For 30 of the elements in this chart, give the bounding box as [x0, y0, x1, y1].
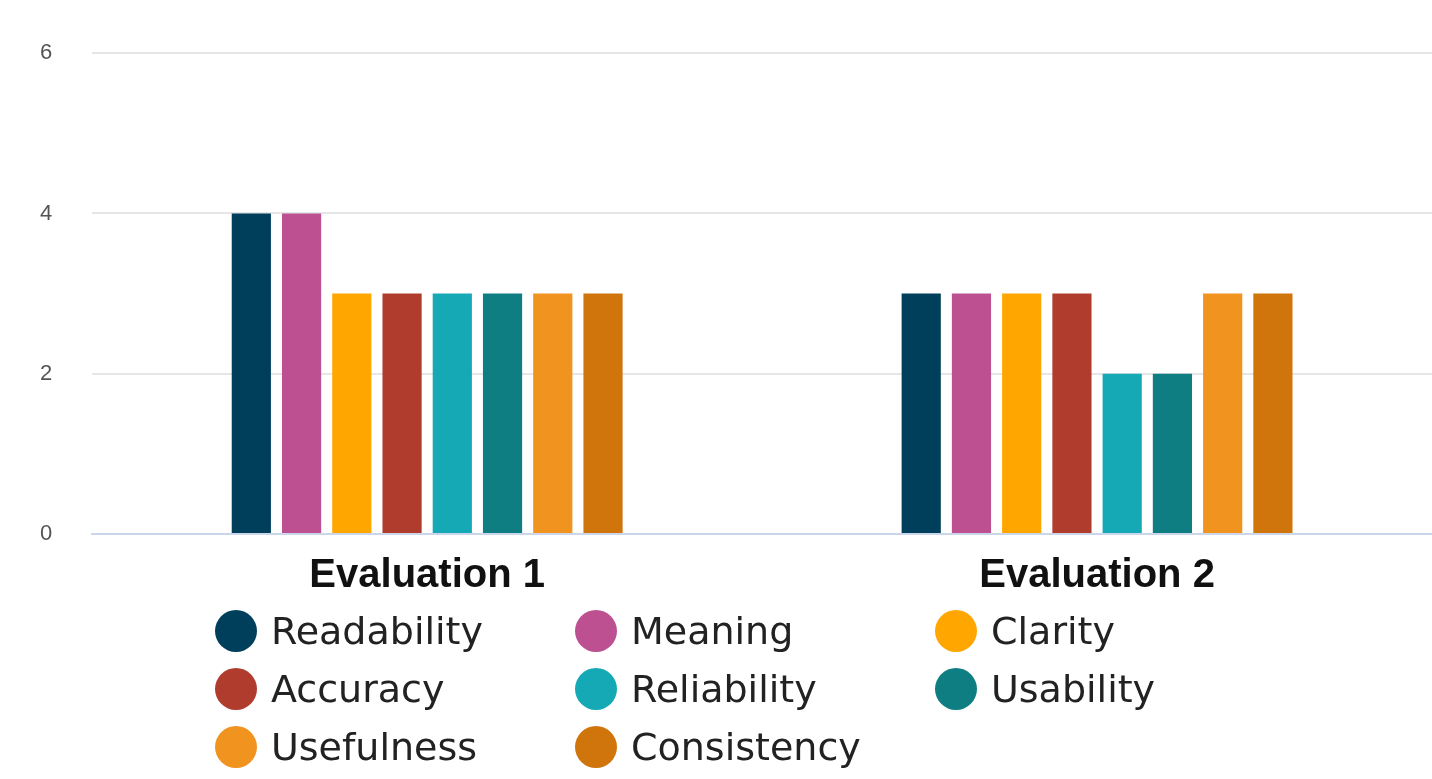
bar — [1203, 293, 1243, 533]
bar — [1253, 293, 1293, 533]
legend-label: Readability — [271, 609, 483, 653]
bar — [1052, 293, 1092, 533]
legend-label: Meaning — [631, 609, 794, 653]
bar — [901, 293, 941, 533]
bar — [382, 293, 422, 533]
y-tick-label: 6 — [39, 39, 53, 65]
bar — [231, 213, 271, 533]
legend-label: Consistency — [631, 725, 861, 769]
legend-label: Reliability — [631, 667, 817, 711]
legend-label: Usability — [991, 667, 1156, 711]
y-tick-label: 2 — [39, 359, 53, 385]
bar — [533, 293, 573, 533]
y-tick-label: 0 — [39, 520, 53, 546]
legend-label: Accuracy — [271, 667, 445, 711]
x-tick-label: Evaluation 1 — [309, 551, 545, 596]
bar — [583, 293, 623, 533]
bar — [1102, 373, 1142, 533]
bar — [332, 293, 372, 533]
bar — [1002, 293, 1042, 533]
bar — [951, 293, 992, 533]
bar — [1152, 373, 1193, 533]
legend-label: Usefulness — [271, 725, 478, 769]
bar — [482, 293, 523, 533]
bar — [432, 293, 472, 533]
y-tick-label: 4 — [39, 199, 53, 225]
legend-label: Clarity — [991, 609, 1115, 653]
x-tick-label: Evaluation 2 — [979, 551, 1215, 596]
bar — [281, 213, 322, 533]
